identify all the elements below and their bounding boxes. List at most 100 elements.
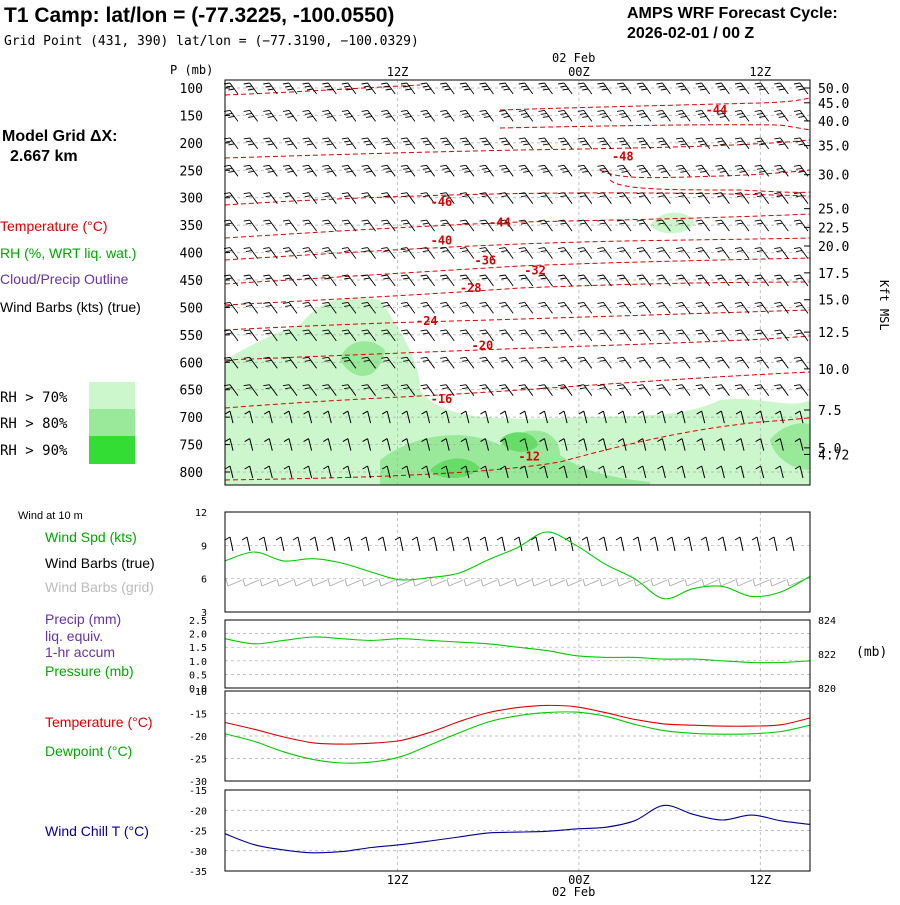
wind-barb-shaft [499, 465, 509, 479]
wind-barb-shaft [558, 247, 573, 259]
panel-y-tick-label: -25 [189, 755, 207, 766]
wind-barb-shaft [223, 329, 239, 342]
wind-barb-shaft [282, 329, 298, 342]
wind-barb [282, 192, 298, 204]
pressure-tick-label: 500 [180, 301, 203, 316]
wind-barb [479, 82, 494, 95]
wind-barb [302, 329, 317, 342]
wind-barb [695, 329, 711, 342]
wind-barb-shaft [793, 247, 809, 259]
wind-barb [518, 192, 534, 204]
wind-barb-grid [786, 578, 804, 587]
height-axis-title: Kft MSL [877, 280, 891, 331]
wind-barb-shaft [263, 137, 278, 150]
wind-barb [479, 192, 494, 204]
wind-barb [617, 465, 627, 479]
wind-barb [263, 109, 278, 122]
rh-80-label: RH > 80% [0, 416, 68, 432]
wind-barb-shaft [361, 192, 376, 204]
wind-barb [617, 164, 632, 177]
wind-barb-shaft [617, 384, 632, 396]
wind-barb-shaft [793, 384, 809, 396]
rh-70-label: RH > 70% [0, 390, 68, 406]
wind-barb [617, 329, 632, 342]
wind-barb-shaft [656, 356, 671, 369]
wind-barb [282, 329, 298, 342]
panel-y-tick-label: 1.5 [189, 643, 207, 654]
wind-barb-shaft [223, 109, 239, 122]
isotherm-line-12 [224, 335, 811, 361]
wind-barb [323, 465, 332, 479]
wind-barb [518, 247, 534, 259]
wind-barb [440, 356, 455, 369]
wind-barb [695, 356, 711, 369]
height-tick-label: 10.0 [818, 363, 849, 378]
wind-barb [381, 137, 396, 150]
wind-barb-shaft [381, 384, 396, 396]
wind-barb-shaft [302, 164, 317, 177]
wind-barb-shaft [518, 274, 534, 287]
wind-barb [263, 192, 278, 204]
wind-barb-grid [684, 578, 702, 587]
wind-barb [754, 82, 770, 95]
wind-barb [459, 247, 475, 259]
wind-barb-shaft [578, 410, 588, 424]
wind-barb [793, 109, 809, 122]
wind-barb [282, 356, 298, 369]
wind-barb-shaft [676, 384, 691, 396]
wind-barb [577, 137, 593, 150]
wind-barb-shaft [676, 438, 686, 451]
wind-barb-true [258, 536, 268, 552]
wind-barb-shaft [420, 384, 435, 396]
wind-barb-shaft [597, 356, 612, 369]
wind-barb [734, 356, 750, 369]
wind-barb [243, 356, 259, 369]
height-tick-label: 22.5 [818, 221, 849, 236]
wind-barb-true [496, 536, 506, 552]
wind-barb [775, 410, 784, 424]
wind-barb [361, 82, 376, 95]
wind-barb-shaft [715, 301, 730, 314]
wind-barb [597, 137, 612, 150]
wind-barb [715, 164, 730, 177]
wind-barb [558, 301, 573, 314]
wind-barb-shaft [400, 219, 416, 232]
wind-barb-shaft [243, 247, 259, 259]
wind-barb [755, 410, 765, 424]
wind-barb-shaft [243, 356, 259, 369]
wind-barb [381, 219, 396, 232]
bottom-time-tick-label: 00Z [568, 873, 590, 887]
wind-barb [793, 274, 809, 287]
wind-barb-shaft [224, 438, 234, 451]
wind-barb-shaft [657, 465, 666, 479]
wind-barb [558, 438, 568, 451]
wind-barb [676, 274, 691, 287]
wind-barb [440, 438, 450, 451]
wind-barb-true [598, 536, 608, 552]
wind-barb [362, 465, 372, 479]
wind-barb [420, 301, 435, 314]
wind-barb [597, 274, 612, 287]
wind-barb-shaft [656, 82, 671, 95]
wind-barb [657, 410, 666, 424]
wind-barb-shaft [342, 465, 352, 479]
wind-barb [479, 384, 494, 396]
wind-barb-shaft [479, 137, 494, 150]
wind-barb-shaft [715, 247, 730, 259]
wind-barb [401, 410, 411, 424]
wind-barb-shaft [440, 356, 455, 369]
wind-barb-shaft [440, 164, 455, 177]
wind-barb [715, 356, 730, 369]
wind-barb-shaft [243, 219, 259, 232]
wind-barb [558, 164, 573, 177]
wind-speed-legend: Wind Spd (kts) [45, 529, 137, 545]
wind-barb-shaft [460, 465, 470, 479]
wind-barb [263, 219, 278, 232]
wind-barb [577, 192, 593, 204]
wind-barb [459, 219, 475, 232]
wind-barb [695, 384, 711, 396]
wind-barb-shaft [322, 109, 337, 122]
wind-barb-shaft [577, 274, 593, 287]
wind-barb-shaft [636, 384, 652, 396]
